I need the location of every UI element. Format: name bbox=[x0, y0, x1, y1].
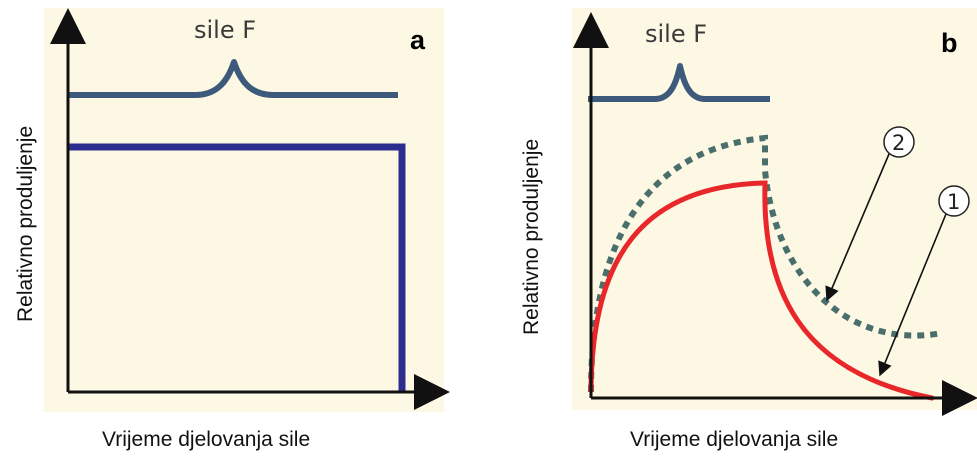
panel-b-background bbox=[572, 8, 977, 410]
panel-b-curve-1 bbox=[588, 180, 935, 401]
panel-b-force-label: sile F bbox=[645, 20, 707, 48]
panel-b-marker-2-label: 2 bbox=[892, 131, 905, 155]
panel-b-y-axis-label: Relativno produljenje bbox=[520, 139, 543, 335]
panel-b-pointer-1 bbox=[878, 213, 947, 377]
panel-b-marker-1-label: 1 bbox=[947, 190, 960, 214]
panel-b-letter: b bbox=[941, 28, 958, 58]
panel-a-force-curve bbox=[68, 59, 398, 98]
panel-b-marker-1-circle bbox=[938, 185, 970, 217]
panel-a-letter: a bbox=[410, 25, 426, 55]
panel-a-y-axis-label: Relativno produljenje bbox=[14, 126, 37, 322]
panel-a-x-axis-label: Vrijeme djelovanja sile bbox=[102, 428, 310, 451]
panel-b-curve-2 bbox=[588, 134, 943, 393]
panel-b-x-axis-label: Vrijeme djelovanja sile bbox=[630, 428, 838, 451]
panel-a: sile F a Relativno produljenje Vrijeme d… bbox=[14, 8, 450, 451]
panel-b-force-curve bbox=[588, 63, 770, 102]
panel-b-pointer-2 bbox=[825, 153, 890, 302]
panel-b: 2 1 sile F b Relativno produljenje Vrije… bbox=[520, 8, 977, 451]
panel-b-marker-2-circle bbox=[883, 126, 915, 158]
panel-a-force-label: sile F bbox=[194, 16, 256, 44]
panel-a-elongation-curve bbox=[68, 143, 406, 392]
panel-a-background bbox=[44, 8, 444, 412]
